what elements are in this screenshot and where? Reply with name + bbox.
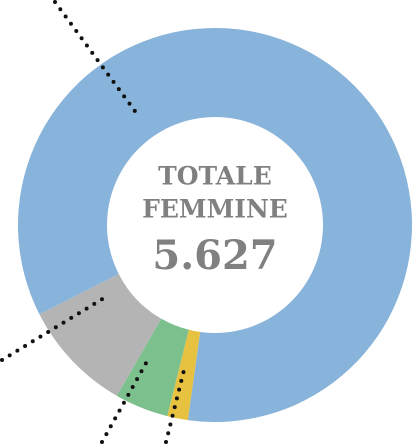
center-value: 5.627 (152, 232, 277, 279)
donut-slice (39, 274, 162, 396)
leader-line (100, 354, 152, 444)
donut-slice (18, 28, 412, 422)
donut-slice (116, 318, 189, 417)
leader-line (0, 296, 106, 362)
leader-line (53, 0, 142, 120)
center-title: TOTALE (158, 162, 272, 191)
slices (18, 28, 412, 422)
center-title: FEMMINE (142, 195, 288, 224)
